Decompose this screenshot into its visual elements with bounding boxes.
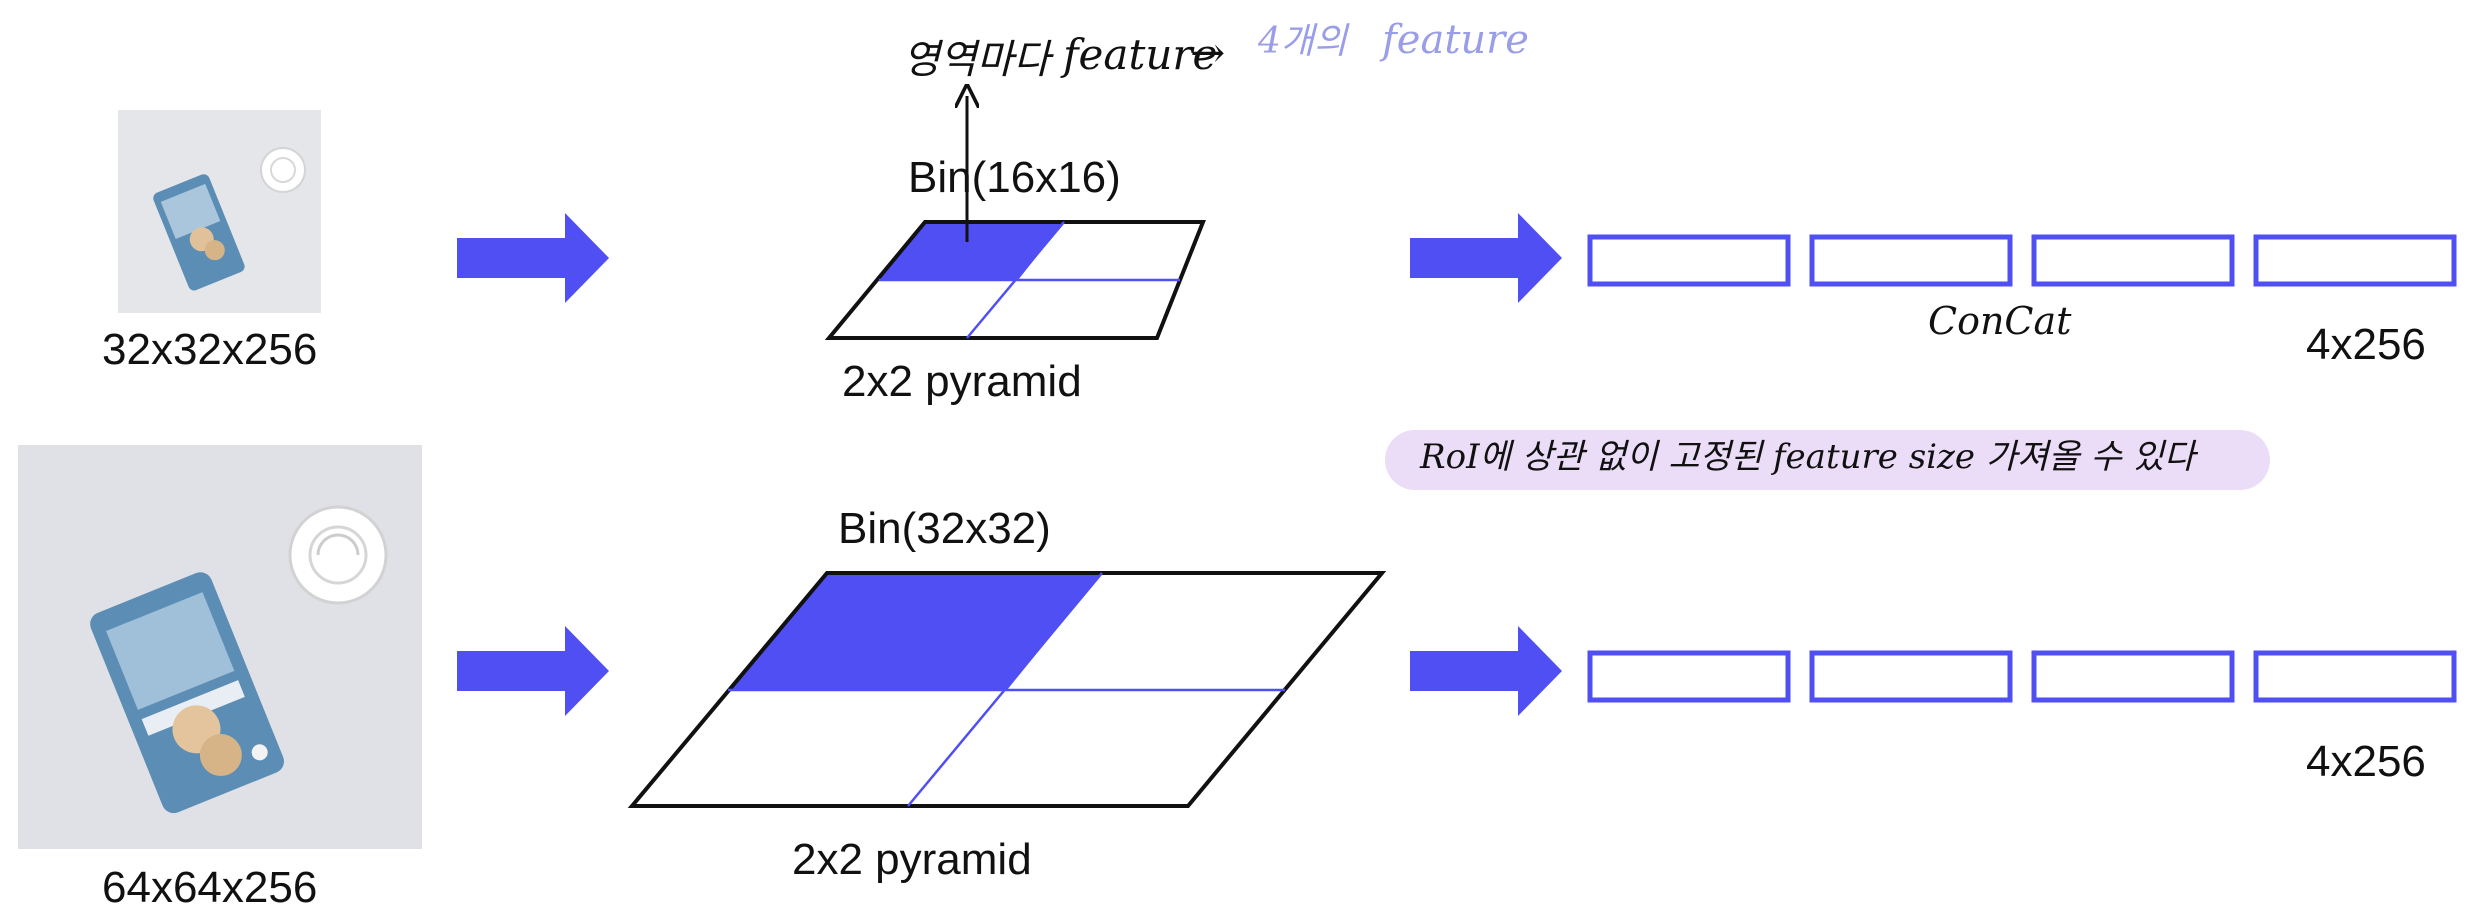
bottom-feature-box-4 xyxy=(2253,650,2457,703)
bottom-left-arrow-icon xyxy=(457,626,609,716)
top-feature-box-3 xyxy=(2031,234,2235,287)
four-feature-label: feature xyxy=(1382,17,1529,63)
bottom-right-arrow-icon xyxy=(1410,626,1562,716)
region-feature-prefix: 영역마다 xyxy=(903,37,1051,83)
bottom-input-label: 64x64x256 xyxy=(102,863,318,912)
bottom-output-label: 4x256 xyxy=(2306,737,2426,786)
top-pyramid-label: 2x2 pyramid xyxy=(842,357,1082,406)
top-pyramid-grid xyxy=(824,220,1206,340)
roi-note-highlight xyxy=(1385,430,2270,490)
top-input-label: 32x32x256 xyxy=(102,325,318,374)
top-pyramid-highlight-cell xyxy=(879,222,1064,280)
bottom-feature-box-3 xyxy=(2031,650,2235,703)
bottom-feature-box-2 xyxy=(1809,650,2013,703)
top-output-boxes xyxy=(1587,234,2457,287)
top-bin-label: Bin(16x16) xyxy=(908,153,1121,202)
four-count-label: 4개의 xyxy=(1258,21,1348,62)
roi-note: RoI에 상관 없이 고정된 feature size 가져올 수 있다 xyxy=(1420,437,2196,477)
top-feature-box-4 xyxy=(2253,234,2457,287)
region-feature-word: feature xyxy=(1063,30,1218,79)
top-output-label: 4x256 xyxy=(2306,320,2426,369)
bottom-pyramid-label: 2x2 pyramid xyxy=(792,835,1032,884)
top-feature-box-2 xyxy=(1809,234,2013,287)
top-input-image xyxy=(118,110,321,313)
bottom-pyramid-highlight-cell xyxy=(728,573,1102,690)
top-feature-box-1 xyxy=(1587,234,1791,287)
top-left-arrow-icon xyxy=(457,213,609,303)
top-right-arrow-icon xyxy=(1410,213,1562,303)
bottom-input-image xyxy=(18,445,422,849)
bottom-output-boxes xyxy=(1587,650,2457,703)
bottom-bin-label: Bin(32x32) xyxy=(838,504,1051,553)
concat-label: ConCat xyxy=(1928,299,2072,343)
region-feature-arrow: → xyxy=(1190,28,1226,77)
bottom-feature-box-1 xyxy=(1587,650,1791,703)
bottom-pyramid-grid xyxy=(627,571,1387,808)
